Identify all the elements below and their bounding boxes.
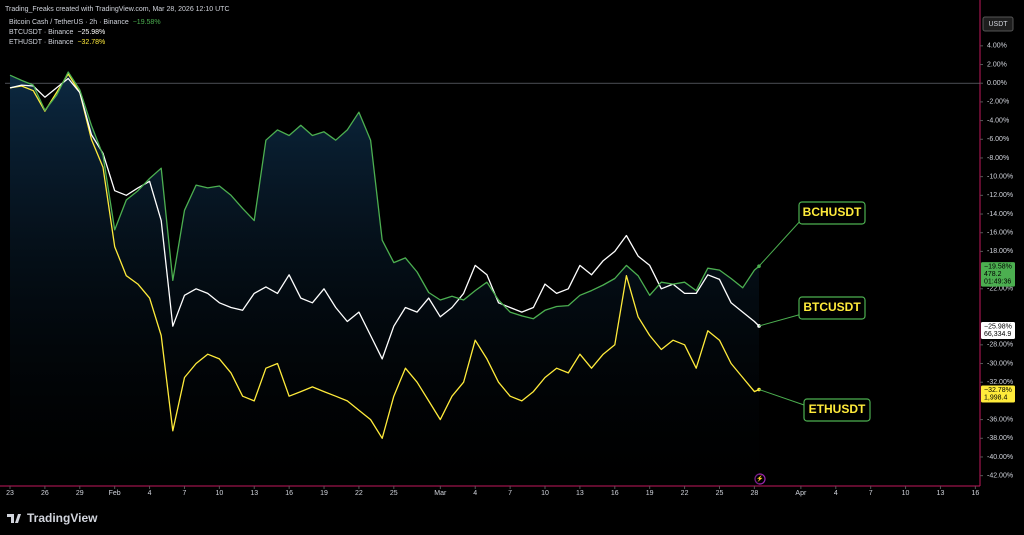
y-tick-label: -30.00% [987, 360, 1013, 367]
legend-label[interactable]: Bitcoin Cash / TetherUS · 2h · Binance [9, 19, 129, 26]
y-tick-label: -40.00% [987, 454, 1013, 461]
x-tick-label: 10 [215, 490, 223, 497]
legend-change: −32.78% [77, 39, 105, 46]
x-tick-label: 22 [681, 490, 689, 497]
badge-price: 1,998.4 [984, 394, 1007, 401]
currency: USDT [988, 21, 1008, 28]
legend-change: −25.98% [77, 29, 105, 36]
x-tick-label: 4 [834, 490, 838, 497]
event-icon-glyph: ⚡ [756, 475, 763, 483]
badge-change: −32.78% [984, 387, 1012, 394]
x-tick-label: 7 [508, 490, 512, 497]
callout-arrow [758, 313, 803, 327]
legend-label[interactable]: BTCUSDT · Binance [9, 29, 74, 36]
y-tick-label: -28.00% [987, 342, 1013, 349]
x-tick-label: 10 [541, 490, 549, 497]
y-tick-label: -22.00% [987, 286, 1013, 293]
x-tick-label: Mar [434, 490, 447, 497]
badge-change: −25.98% [984, 323, 1012, 330]
series-line [9, 71, 760, 320]
x-tick-label: 26 [41, 490, 49, 497]
x-tick-label: Feb [109, 490, 121, 497]
price-badge [981, 262, 1015, 287]
callout-label: BTCUSDT [803, 300, 861, 314]
callout-label: BCHUSDT [803, 205, 862, 219]
y-tick-label: 0.00% [987, 80, 1007, 87]
x-tick-label: 25 [716, 490, 724, 497]
x-tick-label: 13 [576, 490, 584, 497]
price-badge [981, 321, 1015, 339]
y-tick-label: -32.00% [987, 379, 1013, 386]
y-tick-label: -16.00% [987, 230, 1013, 237]
series-line [9, 77, 760, 360]
logo: TradingView [27, 511, 98, 525]
x-tick-label: 13 [937, 490, 945, 497]
callout-label: ETHUSDT [809, 402, 866, 416]
y-tick-label: -2.00% [987, 99, 1009, 106]
x-tick-label: 7 [869, 490, 873, 497]
badge-price: 66,334.9 [984, 331, 1011, 338]
x-tick-label: 13 [250, 490, 258, 497]
y-tick-label: -36.00% [987, 416, 1013, 423]
x-tick-label: 16 [285, 490, 293, 497]
x-tick-label: 16 [971, 490, 979, 497]
x-tick-label: 23 [6, 490, 14, 497]
legend-label[interactable]: ETHUSDT · Binance [9, 39, 74, 46]
x-tick-label: 19 [320, 490, 328, 497]
y-tick-label: 2.00% [987, 61, 1007, 68]
callout-arrow [758, 389, 808, 407]
currency-box[interactable] [982, 16, 1014, 32]
x-tick-label: 16 [611, 490, 619, 497]
x-tick-label: 4 [473, 490, 477, 497]
legend-change: −19.58% [133, 19, 161, 26]
y-tick-label: -12.00% [987, 192, 1013, 199]
x-tick-label: 28 [750, 490, 758, 497]
y-tick-label: -8.00% [987, 155, 1009, 162]
callout-box [803, 398, 871, 422]
x-tick-label: 10 [902, 490, 910, 497]
x-tick-label: 19 [646, 490, 654, 497]
x-tick-label: 7 [183, 490, 187, 497]
x-tick-label: 4 [148, 490, 152, 497]
last-point [757, 324, 761, 328]
x-tick-label: 29 [76, 490, 84, 497]
callout-box [798, 201, 866, 225]
y-tick-label: -42.00% [987, 472, 1013, 479]
series-line [9, 73, 760, 439]
y-tick-label: -14.00% [987, 211, 1013, 218]
badge-price: 478.2 [984, 271, 1002, 278]
x-tick-label: 22 [355, 490, 363, 497]
callout-arrow [758, 218, 803, 267]
x-tick-label: Apr [795, 490, 807, 497]
y-tick-label: -18.00% [987, 248, 1013, 255]
price-badge [981, 385, 1015, 403]
y-tick-label: -38.00% [987, 435, 1013, 442]
badge-countdown: 01:49:36 [984, 279, 1011, 286]
header: Trading_Freaks created with TradingView.… [5, 6, 230, 13]
y-tick-label: -6.00% [987, 136, 1009, 143]
callout-box [798, 296, 866, 320]
y-tick-label: -4.00% [987, 117, 1009, 124]
x-tick-label: 25 [390, 490, 398, 497]
logo-mark [7, 514, 21, 523]
area-fill [10, 71, 760, 485]
y-tick-label: -10.00% [987, 173, 1013, 180]
y-tick-label: 4.00% [987, 43, 1007, 50]
badge-change: −19.58% [984, 264, 1012, 271]
